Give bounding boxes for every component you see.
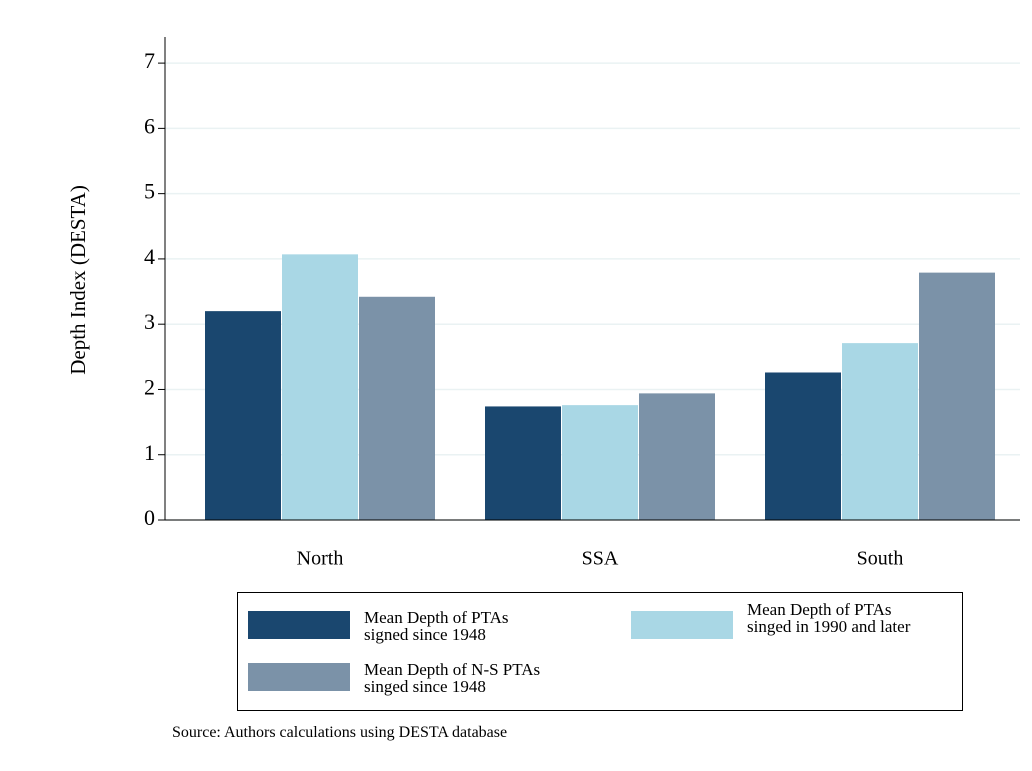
x-tick-label: South xyxy=(857,548,904,570)
y-tick-label: 0 xyxy=(144,505,155,530)
legend-swatch xyxy=(248,611,350,639)
y-tick-label: 4 xyxy=(144,244,155,269)
legend-swatch xyxy=(248,663,350,691)
legend-label: Mean Depth of PTAs singed in 1990 and la… xyxy=(747,600,911,636)
y-tick-label: 1 xyxy=(144,440,155,465)
legend-label: Mean Depth of N-S PTAs singed since 1948 xyxy=(364,660,541,696)
bar xyxy=(282,254,358,520)
legend-entry: Mean Depth of PTAs signed since 1948 xyxy=(248,608,546,644)
source-note: Source: Authors calculations using DESTA… xyxy=(172,724,508,741)
bar xyxy=(919,272,995,520)
bar xyxy=(639,393,715,520)
x-tick-label: SSA xyxy=(582,548,619,570)
bar xyxy=(765,372,841,520)
y-axis-label: Depth Index (DESTA) xyxy=(66,185,90,375)
y-tick-label: 7 xyxy=(144,48,155,73)
legend-entry: Mean Depth of PTAs singed in 1990 and la… xyxy=(631,600,929,639)
legend-label: Mean Depth of PTAs signed since 1948 xyxy=(364,608,509,644)
bar xyxy=(562,405,638,520)
y-tick-label: 3 xyxy=(144,309,155,334)
legend: Mean Depth of PTAs signed since 1948 Mean… xyxy=(237,592,963,711)
bar xyxy=(485,406,561,520)
bar xyxy=(359,296,435,520)
y-tick-label: 2 xyxy=(144,375,155,400)
legend-entry: Mean Depth of N-S PTAs singed since 1948 xyxy=(248,660,546,696)
bar xyxy=(842,343,918,520)
bar xyxy=(205,311,281,520)
y-tick-label: 5 xyxy=(144,179,155,204)
legend-swatch xyxy=(631,611,733,639)
x-tick-label: North xyxy=(297,548,344,570)
y-tick-label: 6 xyxy=(144,113,155,138)
